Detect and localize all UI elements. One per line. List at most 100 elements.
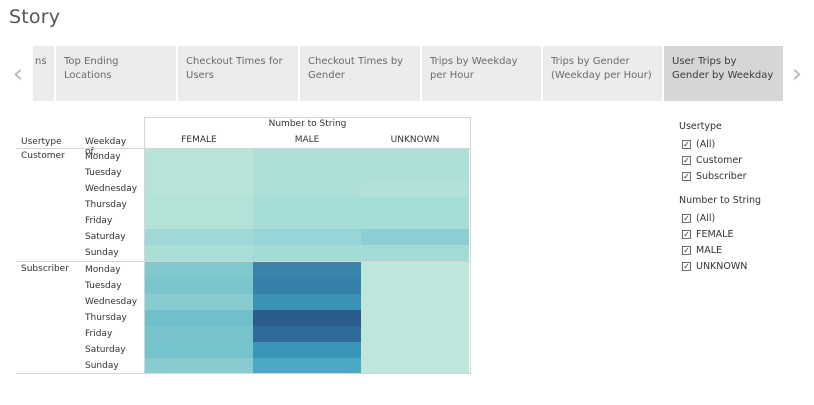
filter-option[interactable]: ✓ (All): [682, 138, 715, 151]
checkbox-icon[interactable]: ✓: [682, 171, 691, 181]
filter-title: Number to String: [679, 195, 762, 206]
column-header[interactable]: FEMALE: [181, 135, 217, 145]
header-bottom-line: [16, 148, 471, 149]
filter-option[interactable]: ✓ MALE: [682, 244, 722, 257]
heatmap-cell[interactable]: [145, 229, 253, 245]
heatmap-cell[interactable]: [253, 310, 361, 326]
heatmap-cell[interactable]: [361, 197, 469, 213]
heatmap-cell[interactable]: [361, 181, 469, 197]
heatmap-cell[interactable]: [253, 358, 361, 374]
weekday-row-label[interactable]: Tuesday: [85, 168, 122, 178]
weekday-row-label[interactable]: Thursday: [85, 200, 127, 210]
weekday-row-label[interactable]: Tuesday: [85, 281, 122, 291]
checkbox-icon[interactable]: ✓: [682, 139, 691, 149]
heatmap-cell[interactable]: [253, 181, 361, 197]
filter-option[interactable]: ✓ (All): [682, 212, 715, 225]
heatmap-cell[interactable]: [253, 245, 361, 261]
heatmap-cell[interactable]: [253, 197, 361, 213]
heatmap-cell[interactable]: [361, 342, 469, 358]
weekday-header[interactable]: Weekday of..: [85, 137, 127, 157]
heatmap-cell[interactable]: [253, 342, 361, 358]
story-navigator: ns Top Ending Locations Checkout Times for…: [33, 46, 785, 101]
pane-divider-vertical: [144, 117, 145, 374]
heatmap-cell[interactable]: [253, 278, 361, 294]
heatmap-cell[interactable]: [253, 165, 361, 181]
filter-option-label: (All): [696, 213, 716, 224]
checkbox-icon[interactable]: ✓: [682, 229, 691, 239]
usertype-row-label[interactable]: Customer: [21, 151, 65, 161]
usertype-row-label[interactable]: Subscriber: [21, 264, 69, 274]
heatmap-cell[interactable]: [145, 342, 253, 358]
weekday-row-label[interactable]: Wednesday: [85, 184, 138, 194]
weekday-row-label[interactable]: Monday: [85, 265, 121, 275]
weekday-row-label[interactable]: Sunday: [85, 361, 119, 371]
heatmap-cell[interactable]: [145, 262, 253, 278]
weekday-row-label[interactable]: Friday: [85, 329, 113, 339]
usertype-header[interactable]: Usertype: [21, 137, 62, 147]
filter-option-label: FEMALE: [696, 229, 734, 240]
story-point-tab[interactable]: ns: [33, 46, 54, 101]
weekday-row-label[interactable]: Saturday: [85, 232, 126, 242]
checkbox-icon[interactable]: ✓: [682, 213, 691, 223]
heatmap-cell[interactable]: [253, 262, 361, 278]
filter-option[interactable]: ✓ Subscriber: [682, 170, 747, 183]
weekday-row-label[interactable]: Wednesday: [85, 297, 138, 307]
column-header[interactable]: UNKNOWN: [390, 135, 440, 145]
heatmap-cell[interactable]: [361, 278, 469, 294]
heatmap-cell[interactable]: [361, 245, 469, 261]
chevron-right-icon[interactable]: ›: [791, 59, 803, 89]
story-title: Story: [9, 6, 61, 28]
weekday-row-label[interactable]: Sunday: [85, 248, 119, 258]
heatmap-cell[interactable]: [361, 358, 469, 374]
filter-option[interactable]: ✓ FEMALE: [682, 228, 733, 241]
heatmap-cell[interactable]: [145, 213, 253, 229]
header-top-line: [144, 117, 471, 118]
checkbox-icon[interactable]: ✓: [682, 261, 691, 271]
chevron-left-icon[interactable]: ‹: [12, 59, 24, 89]
checkbox-icon[interactable]: ✓: [682, 245, 691, 255]
heatmap-cell[interactable]: [145, 358, 253, 374]
heatmap-cell[interactable]: [145, 149, 253, 165]
group-divider: [16, 261, 471, 262]
story-point-tab[interactable]: Checkout Times by Gender: [300, 46, 420, 101]
story-point-tab[interactable]: User Trips by Gender by Weekday: [664, 46, 783, 101]
heatmap-cell[interactable]: [253, 326, 361, 342]
filter-title: Usertype: [679, 121, 722, 132]
heatmap-cell[interactable]: [145, 310, 253, 326]
heatmap-cell[interactable]: [361, 149, 469, 165]
heatmap-cell[interactable]: [361, 229, 469, 245]
heatmap-cell[interactable]: [361, 262, 469, 278]
heatmap-cell[interactable]: [145, 326, 253, 342]
heatmap-cell[interactable]: [145, 245, 253, 261]
heatmap-cell[interactable]: [145, 181, 253, 197]
heatmap-cell[interactable]: [361, 310, 469, 326]
heatmap-cell[interactable]: [253, 213, 361, 229]
story-point-tab[interactable]: Trips by Gender (Weekday per Hour): [543, 46, 662, 101]
heatmap-cell[interactable]: [253, 149, 361, 165]
story-point-tab[interactable]: Checkout Times for Users: [178, 46, 298, 101]
checkbox-icon[interactable]: ✓: [682, 155, 691, 165]
column-field-header: Number to String: [268, 119, 347, 129]
filter-option[interactable]: ✓ Customer: [682, 154, 742, 167]
story-point-tab[interactable]: Trips by Weekday per Hour: [422, 46, 541, 101]
heatmap-cell[interactable]: [253, 229, 361, 245]
heatmap-cell[interactable]: [253, 294, 361, 310]
weekday-row-label[interactable]: Saturday: [85, 345, 126, 355]
heatmap-cell[interactable]: [145, 165, 253, 181]
heatmap-cell[interactable]: [361, 213, 469, 229]
heatmap-cell[interactable]: [361, 294, 469, 310]
filter-option[interactable]: ✓ UNKNOWN: [682, 260, 747, 273]
filter-option-label: UNKNOWN: [696, 261, 748, 272]
column-header[interactable]: MALE: [294, 135, 320, 145]
heatmap-cell[interactable]: [145, 197, 253, 213]
weekday-row-label[interactable]: Monday: [85, 152, 121, 162]
heatmap-cell[interactable]: [145, 294, 253, 310]
heatmap-cell[interactable]: [361, 165, 469, 181]
heatmap-cell[interactable]: [145, 278, 253, 294]
weekday-row-label[interactable]: Friday: [85, 216, 113, 226]
weekday-row-label[interactable]: Thursday: [85, 313, 127, 323]
filter-option-label: MALE: [696, 245, 722, 256]
heatmap-cell[interactable]: [361, 326, 469, 342]
story-point-tab[interactable]: Top Ending Locations: [56, 46, 176, 101]
filter-option-label: Subscriber: [696, 171, 747, 182]
